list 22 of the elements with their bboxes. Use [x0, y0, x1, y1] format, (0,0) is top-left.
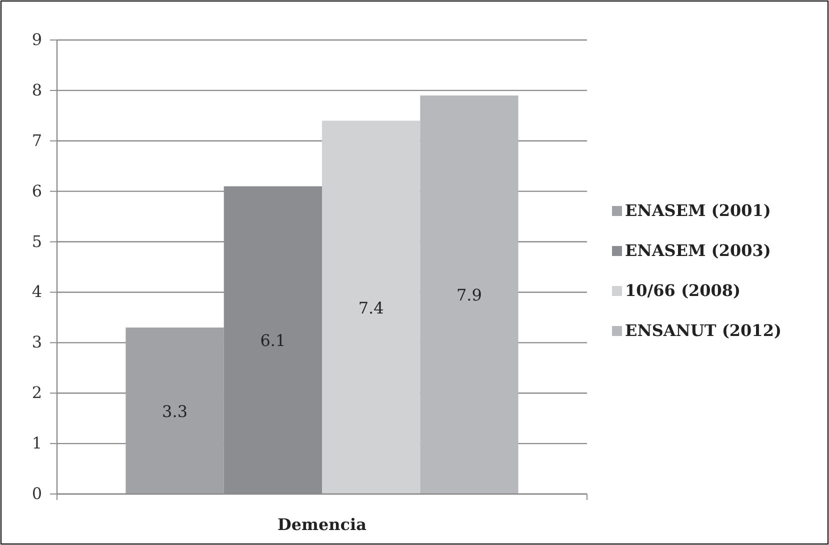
y-tick-label: 7 [32, 130, 42, 150]
data-label: 7.9 [456, 286, 482, 305]
legend-label: ENSANUT (2012) [625, 321, 782, 340]
bar [420, 95, 518, 494]
data-label: 6.1 [260, 331, 286, 350]
y-tick-label: 3 [32, 332, 42, 352]
y-tick-label: 1 [32, 434, 42, 453]
bar [322, 120, 420, 494]
y-tick-label: 0 [32, 484, 42, 503]
data-label: 3.3 [162, 402, 188, 421]
legend-label: ENASEM (2003) [625, 241, 771, 260]
y-tick-label: 6 [32, 181, 42, 200]
y-tick-label: 8 [32, 80, 42, 100]
legend-label: 10/66 (2008) [625, 281, 741, 300]
data-label: 7.4 [358, 298, 384, 318]
x-tick-label: Demencia [278, 515, 366, 534]
legend-label: ENASEM (2001) [625, 201, 771, 220]
y-tick-label: 4 [32, 282, 42, 302]
bar [126, 328, 224, 494]
y-tick-label: 9 [32, 30, 42, 49]
y-tick-label: 2 [32, 383, 42, 402]
y-tick-label: 5 [32, 232, 42, 251]
